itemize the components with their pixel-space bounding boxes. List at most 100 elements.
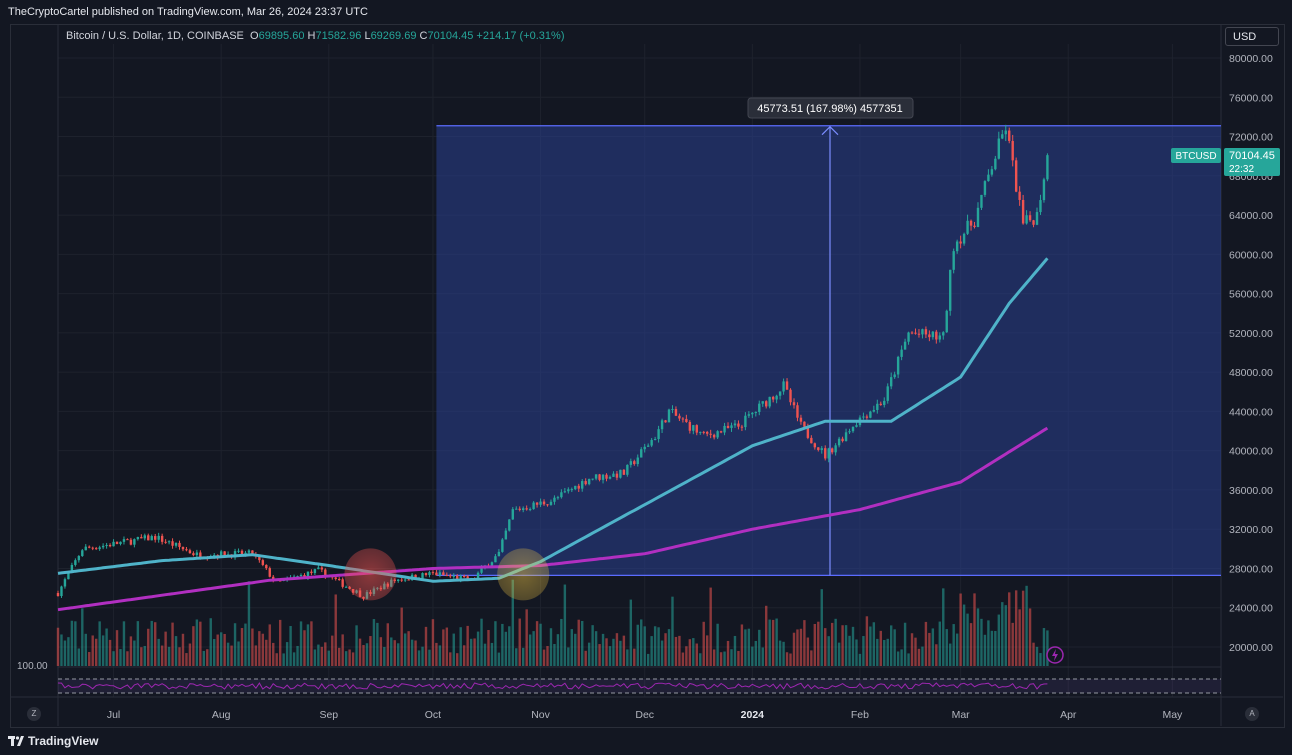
volume-bar	[476, 631, 480, 666]
volume-bar	[987, 620, 990, 666]
price-tick-label: 28000.00	[1229, 563, 1273, 575]
candle-body	[945, 310, 948, 333]
candle-body	[445, 575, 449, 577]
volume-bar	[851, 626, 855, 666]
candle-body	[570, 489, 574, 491]
rsi-line	[57, 682, 1048, 690]
volume-bar	[716, 623, 719, 666]
currency-button[interactable]: USD	[1225, 27, 1279, 46]
volume-bar	[629, 599, 633, 666]
candle-body	[456, 575, 459, 580]
candle-body	[299, 574, 303, 577]
candle-body	[765, 401, 768, 407]
candle-body	[421, 573, 424, 579]
top-bar: TheCryptoCartel published on TradingView…	[0, 0, 1292, 24]
volume-bar	[730, 649, 733, 666]
candle-body	[334, 577, 337, 579]
volume-bar	[973, 593, 976, 666]
volume-bar	[820, 589, 823, 666]
candle-body	[459, 576, 462, 580]
candle-body	[667, 409, 671, 423]
candle-body	[712, 434, 716, 438]
volume-bar	[570, 629, 574, 666]
time-tick-label: Nov	[531, 709, 550, 721]
candle-body	[77, 556, 81, 561]
candle-body	[824, 448, 827, 459]
candle-body	[851, 426, 855, 432]
volume-bar	[129, 636, 133, 666]
volume-bar	[834, 618, 837, 666]
candle-body	[969, 220, 973, 226]
volume-bar	[1014, 590, 1018, 666]
volume-bar	[837, 642, 841, 666]
ma-fast-line	[57, 257, 1049, 583]
volume-bar	[115, 630, 119, 666]
measure-range-box[interactable]	[436, 125, 1222, 576]
volume-bar	[1004, 605, 1007, 666]
volume-bar	[865, 616, 869, 666]
candle-body	[608, 476, 612, 479]
candle-body	[626, 464, 629, 475]
volume-bar	[1046, 630, 1049, 666]
volume-bar	[969, 623, 973, 666]
volume-bar	[119, 649, 122, 666]
volume-bar	[806, 637, 810, 666]
candle-body	[1018, 191, 1021, 200]
candle-body	[980, 194, 983, 208]
candle-body	[900, 349, 903, 357]
volume-bar	[150, 620, 153, 666]
candle-body	[188, 550, 192, 554]
volume-bar	[147, 628, 150, 666]
candle-body	[553, 497, 556, 502]
volume-bar	[817, 621, 820, 666]
volume-bar	[605, 638, 608, 666]
volume-bar	[233, 623, 237, 666]
volume-bar	[997, 614, 1001, 666]
volume-bar	[660, 640, 664, 666]
volume-bar	[407, 631, 410, 666]
candle-body	[744, 415, 747, 428]
volume-bar	[331, 635, 334, 666]
candle-body	[893, 374, 896, 378]
candle-body	[640, 449, 643, 458]
candle-body	[438, 572, 442, 576]
volume-bar	[799, 628, 803, 666]
volume-bar	[1011, 622, 1014, 666]
candle-body	[733, 423, 737, 426]
candle-body	[403, 579, 407, 581]
time-tick-label: May	[1162, 709, 1183, 721]
candle-body	[233, 551, 237, 558]
candle-body	[185, 549, 188, 551]
candle-body	[657, 429, 660, 440]
volume-bar	[942, 588, 945, 666]
volume-bar	[896, 651, 900, 666]
candle-body	[494, 556, 497, 563]
corner-z-button[interactable]: Z	[27, 707, 41, 721]
candle-body	[542, 501, 546, 505]
corner-a-button[interactable]: A	[1245, 707, 1259, 721]
volume-bar	[272, 642, 275, 666]
volume-bar	[112, 651, 115, 666]
candle-body	[709, 433, 712, 435]
candle-body	[56, 593, 60, 597]
volume-bar	[712, 649, 716, 666]
volume-bar	[883, 639, 886, 666]
volume-bar	[81, 608, 84, 666]
candle-body	[108, 544, 112, 547]
candle-body	[629, 461, 633, 465]
price-axis[interactable]: 80000.0076000.0072000.0068000.0064000.00…	[1229, 53, 1273, 654]
volume-bar	[886, 638, 889, 666]
candle-body	[587, 478, 591, 485]
candle-body	[664, 420, 667, 423]
volume-bar	[167, 646, 171, 666]
volume-bar	[414, 640, 417, 666]
time-axis[interactable]: Jul Aug Sep Oct Nov Dec 2024 Feb Mar Apr May	[107, 709, 1183, 721]
candle-body	[907, 332, 910, 342]
volume-bar	[310, 621, 313, 666]
volume-bar	[907, 653, 910, 666]
candle-body	[515, 508, 518, 510]
candle-body	[258, 556, 261, 561]
alert-icon[interactable]	[1046, 646, 1064, 664]
volume-bar	[303, 630, 306, 666]
